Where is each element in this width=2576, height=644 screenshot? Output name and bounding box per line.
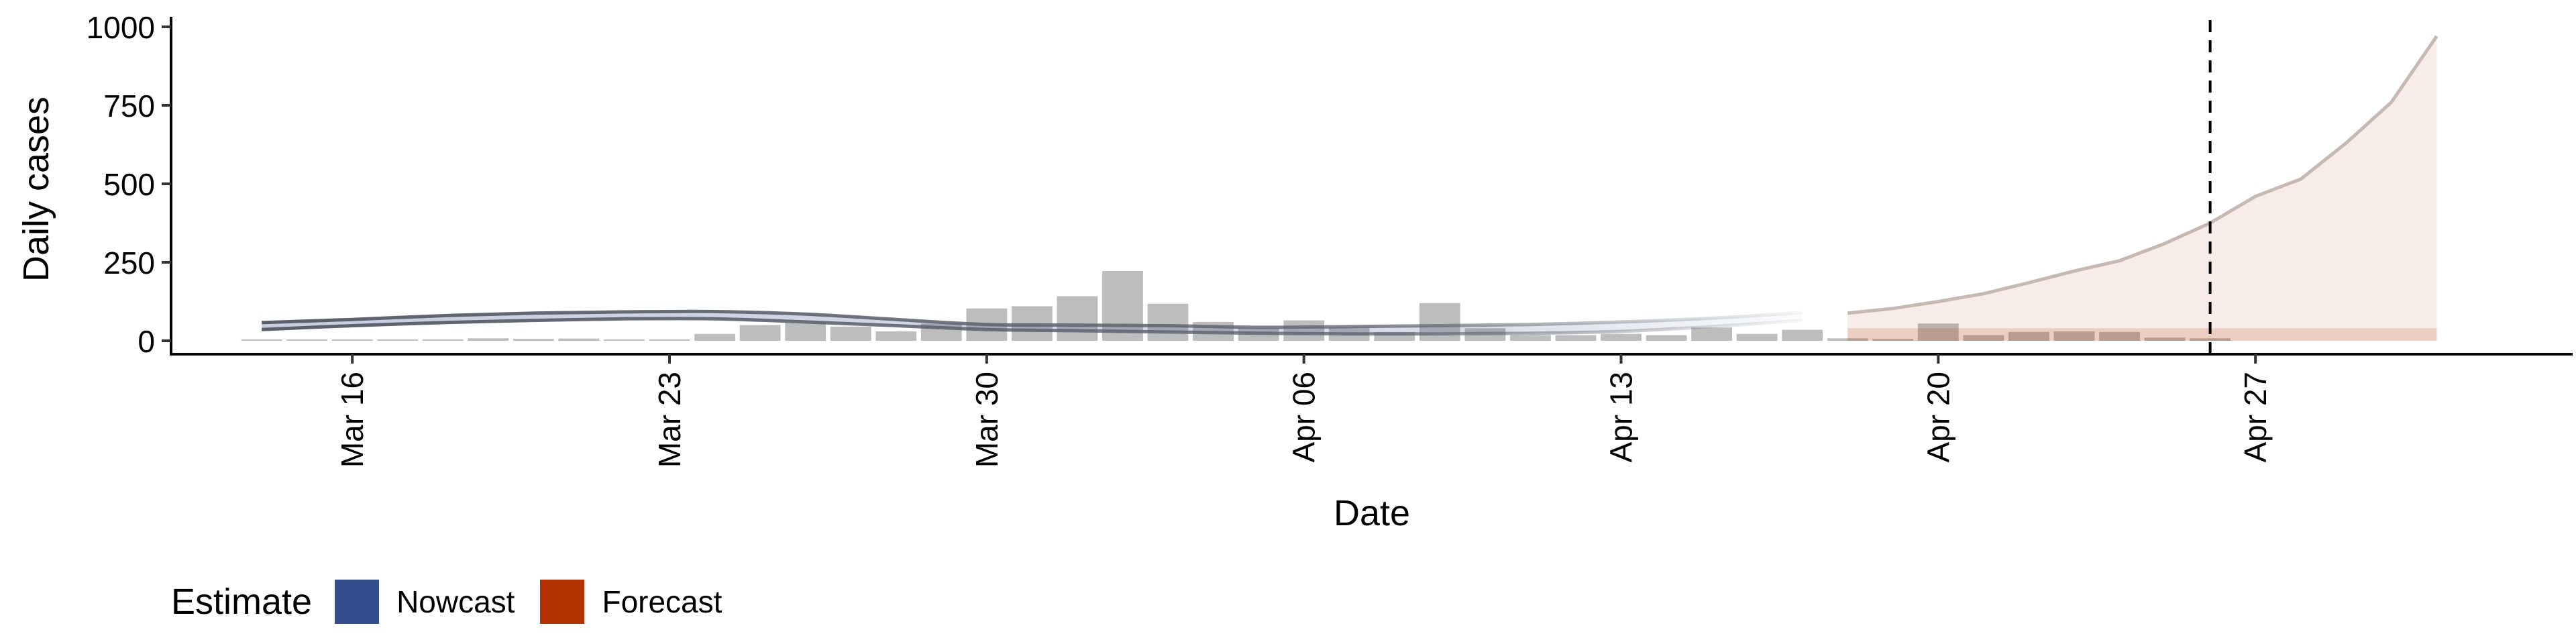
forecast-band-inner: [1847, 328, 2437, 341]
case-bar: [1646, 335, 1687, 341]
case-bar: [1555, 335, 1597, 341]
case-bar: [331, 339, 373, 341]
case-bar: [241, 339, 282, 341]
case-bar: [1782, 329, 1823, 341]
case-bar: [1691, 327, 1732, 341]
case-bar: [785, 322, 826, 341]
x-tick-label: Mar 16: [335, 372, 370, 468]
case-bar: [1147, 303, 1189, 341]
case-bar: [558, 338, 600, 341]
case-bar: [739, 325, 781, 341]
legend-label-nowcast: Nowcast: [396, 584, 515, 619]
nowcast-lower-line: [261, 317, 1803, 336]
forecast-band-outer: [1847, 36, 2437, 341]
case-bar: [694, 333, 735, 341]
case-bar: [1872, 339, 1914, 341]
case-bar: [830, 326, 871, 341]
case-bar: [468, 338, 509, 341]
x-tick-label: Apr 27: [2238, 372, 2273, 463]
case-bar: [377, 339, 419, 341]
case-bar: [2008, 331, 2049, 341]
y-tick-label: 750: [103, 89, 155, 123]
y-tick-label: 1000: [87, 10, 155, 45]
case-bar: [649, 339, 690, 341]
x-tick-label: Apr 20: [1921, 372, 1955, 463]
case-bar: [2099, 331, 2140, 341]
case-bar: [1827, 338, 1868, 341]
case-bar: [1510, 335, 1551, 341]
case-bar: [2144, 337, 2186, 341]
legend: Estimate Nowcast Forecast: [171, 578, 747, 625]
case-bar: [2190, 338, 2231, 341]
y-tick-label: 0: [138, 324, 155, 359]
case-bar: [604, 339, 645, 341]
case-bar: [513, 339, 554, 341]
case-bar: [1057, 296, 1098, 341]
case-bar: [1736, 333, 1778, 341]
x-tick-label: Mar 23: [652, 372, 687, 468]
axes: 0 250 500 750 1000 Mar 16 Mar 23 Mar 30 Apr 06 Ap…: [87, 10, 2573, 468]
case-bar: [1917, 323, 1959, 341]
legend-label-forecast: Forecast: [602, 584, 722, 619]
nowcast-upper-line: [262, 309, 1803, 329]
x-tick-label: Apr 06: [1287, 372, 1322, 463]
x-axis-title: Date: [1334, 493, 1410, 533]
y-tick-label: 500: [103, 167, 155, 202]
case-bar: [422, 339, 464, 341]
plot-area: [241, 20, 2438, 354]
y-axis-title: Daily cases: [16, 97, 56, 282]
legend-key-nowcast: [335, 580, 380, 624]
legend-title: Estimate: [171, 582, 313, 622]
y-tick-label: 250: [103, 246, 155, 280]
legend-key-forecast: [540, 580, 585, 624]
x-tick-label: Mar 30: [969, 372, 1004, 468]
case-bar: [1601, 333, 1642, 341]
case-bar: [875, 331, 917, 341]
case-bar: [2053, 331, 2095, 341]
x-tick-label: Apr 13: [1604, 372, 1639, 463]
case-bar: [286, 339, 327, 341]
case-bar: [1963, 335, 2004, 341]
forecast-upper-line: [1847, 35, 2438, 315]
